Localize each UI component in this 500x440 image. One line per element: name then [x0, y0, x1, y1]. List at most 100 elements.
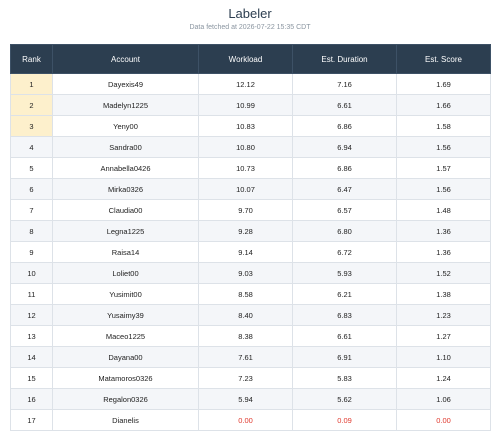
table-cell: 5	[10, 157, 53, 179]
table-cell: 0.09	[292, 409, 397, 431]
table-row: 3 Yeny00 10.83 6.86 1.58	[10, 115, 491, 137]
table-cell: 3	[10, 115, 53, 137]
table-cell: 8.40	[198, 304, 293, 326]
table-cell: 2	[10, 94, 53, 116]
table-row: 13 Maceo1225 8.38 6.61 1.27	[10, 325, 491, 347]
table-cell: Dianelis	[52, 409, 199, 431]
table-cell: Yusimit00	[52, 283, 199, 305]
column-header: Workload	[198, 44, 293, 74]
table-cell: Legna1225	[52, 220, 199, 242]
table-cell: Dayexis49	[52, 73, 199, 95]
table-cell: 8.38	[198, 325, 293, 347]
table-cell: Yusaimy39	[52, 304, 199, 326]
table-cell: 1.36	[396, 220, 491, 242]
table-cell: 1	[10, 73, 53, 95]
table-cell: 1.66	[396, 94, 491, 116]
table-cell: Mirka0326	[52, 178, 199, 200]
column-header: Account	[52, 44, 199, 74]
table-cell: Sandra00	[52, 136, 199, 158]
table-header: Rank Account Workload Est. Duration Est. Sco…	[10, 44, 491, 74]
table-cell: 12	[10, 304, 53, 326]
table-cell: 10.73	[198, 157, 293, 179]
table-cell: 7.61	[198, 346, 293, 368]
table-cell: Maceo1225	[52, 325, 199, 347]
table-cell: 1.57	[396, 157, 491, 179]
table-cell: 1.38	[396, 283, 491, 305]
table-cell: 16	[10, 388, 53, 410]
table-body: 1 Dayexis49 12.12 7.16 1.69 2 Madelyn1225 10.99…	[10, 73, 491, 431]
table-cell: 7.23	[198, 367, 293, 389]
table-cell: 1.10	[396, 346, 491, 368]
table-cell: 5.93	[292, 262, 397, 284]
table-cell: 1.69	[396, 73, 491, 95]
table-row: 8 Legna1225 9.28 6.80 1.36	[10, 220, 491, 242]
table-cell: Dayana00	[52, 346, 199, 368]
table-cell: 6.57	[292, 199, 397, 221]
table-cell: 10.07	[198, 178, 293, 200]
table-cell: Yeny00	[52, 115, 199, 137]
table-cell: 9	[10, 241, 53, 263]
table-cell: 1.58	[396, 115, 491, 137]
table-cell: 1.23	[396, 304, 491, 326]
table-row: 15 Matamoros0326 7.23 5.83 1.24	[10, 367, 491, 389]
table-cell: 14	[10, 346, 53, 368]
table-cell: Matamoros0326	[52, 367, 199, 389]
table-cell: 6.94	[292, 136, 397, 158]
table-cell: 10	[10, 262, 53, 284]
table-cell: 6.80	[292, 220, 397, 242]
table-row: 6 Mirka0326 10.07 6.47 1.56	[10, 178, 491, 200]
table-cell: 9.28	[198, 220, 293, 242]
table-row: 7 Claudia00 9.70 6.57 1.48	[10, 199, 491, 221]
table-cell: 17	[10, 409, 53, 431]
column-header: Est. Score	[396, 44, 491, 74]
table-row: 17 Dianelis 0.00 0.09 0.00	[10, 409, 491, 431]
table-cell: 6.86	[292, 115, 397, 137]
table-cell: Madelyn1225	[52, 94, 199, 116]
column-header: Est. Duration	[292, 44, 397, 74]
table-cell: 4	[10, 136, 53, 158]
table-cell: Claudia00	[52, 199, 199, 221]
table-cell: 1.36	[396, 241, 491, 263]
table-cell: 6.72	[292, 241, 397, 263]
table-cell: 1.52	[396, 262, 491, 284]
table-cell: 1.56	[396, 136, 491, 158]
table-cell: 6.61	[292, 94, 397, 116]
table-cell: 6.83	[292, 304, 397, 326]
table-cell: 10.99	[198, 94, 293, 116]
table-cell: 0.00	[198, 409, 293, 431]
table-row: 4 Sandra00 10.80 6.94 1.56	[10, 136, 491, 158]
table-row: 11 Yusimit00 8.58 6.21 1.38	[10, 283, 491, 305]
table-row: 9 Raisa14 9.14 6.72 1.36	[10, 241, 491, 263]
table-cell: 9.70	[198, 199, 293, 221]
table-row: 12 Yusaimy39 8.40 6.83 1.23	[10, 304, 491, 326]
table-cell: 6	[10, 178, 53, 200]
table-cell: 6.91	[292, 346, 397, 368]
table-cell: 7	[10, 199, 53, 221]
table-row: 14 Dayana00 7.61 6.91 1.10	[10, 346, 491, 368]
table-cell: 1.06	[396, 388, 491, 410]
table-cell: 1.48	[396, 199, 491, 221]
table-cell: Annabella0426	[52, 157, 199, 179]
table-row: 1 Dayexis49 12.12 7.16 1.69	[10, 73, 491, 95]
header-row: Rank Account Workload Est. Duration Est. Sco…	[10, 44, 491, 74]
table-cell: Regalon0326	[52, 388, 199, 410]
table-row: 10 Loliet00 9.03 5.93 1.52	[10, 262, 491, 284]
table-cell: 9.03	[198, 262, 293, 284]
title: Labeler	[228, 6, 272, 21]
table-cell: Loliet00	[52, 262, 199, 284]
table-cell: 5.94	[198, 388, 293, 410]
table-cell: 1.56	[396, 178, 491, 200]
table-cell: 1.27	[396, 325, 491, 347]
table-cell: 6.61	[292, 325, 397, 347]
table-cell: Raisa14	[52, 241, 199, 263]
table-cell: 11	[10, 283, 53, 305]
table-cell: 9.14	[198, 241, 293, 263]
table-cell: 6.21	[292, 283, 397, 305]
table-cell: 10.83	[198, 115, 293, 137]
table-cell: 13	[10, 325, 53, 347]
column-header: Rank	[10, 44, 53, 74]
table-cell: 6.86	[292, 157, 397, 179]
table-cell: 15	[10, 367, 53, 389]
table-cell: 8.58	[198, 283, 293, 305]
